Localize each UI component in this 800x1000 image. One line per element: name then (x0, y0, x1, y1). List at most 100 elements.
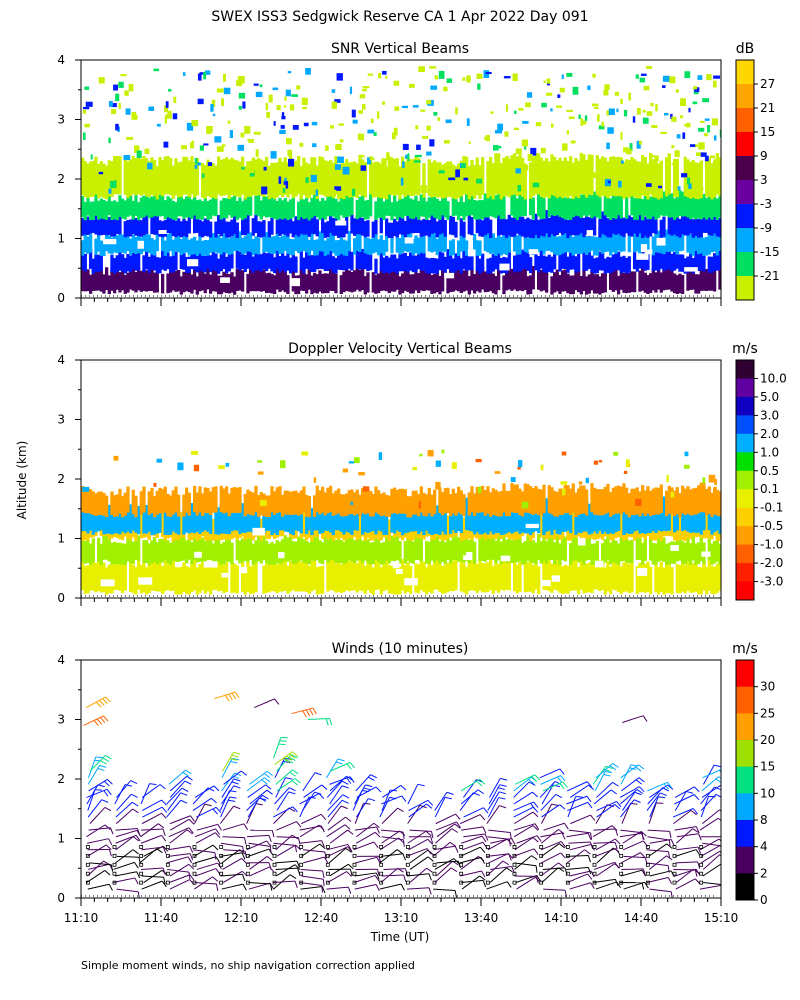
heatmap-cell (193, 558, 197, 591)
heatmap-speckle (276, 105, 281, 111)
heatmap-cell (382, 164, 386, 199)
heatmap-cell (265, 196, 269, 218)
heatmap-cell (505, 156, 509, 196)
heatmap-cell (571, 558, 575, 591)
heatmap-cell (225, 221, 229, 238)
heatmap-cell (369, 563, 373, 593)
wind-barb (434, 867, 458, 883)
wind-barb (592, 825, 618, 838)
heatmap-cell (254, 212, 258, 234)
heatmap-speckle (278, 176, 282, 184)
heatmap-cell (457, 499, 461, 532)
wind-barb (541, 867, 565, 883)
wind-barb (543, 822, 569, 831)
data-gap (637, 567, 648, 576)
heatmap-cell (251, 218, 255, 236)
heatmap-cell (566, 565, 570, 594)
heatmap-cell (262, 161, 266, 197)
colorbar-label: 2.0 (760, 427, 779, 441)
heatmap-cell (121, 496, 125, 518)
heatmap-speckle (418, 66, 425, 72)
wind-barb (192, 797, 217, 811)
heatmap-cell (118, 156, 122, 195)
heatmap-cell (617, 251, 621, 271)
heatmap-cell (235, 160, 239, 197)
heatmap-speckle (503, 76, 511, 79)
wind-barb (326, 758, 345, 779)
heatmap-cell (142, 232, 146, 252)
heatmap-cell (694, 227, 698, 251)
heatmap-speckle (202, 173, 205, 178)
heatmap-speckle (527, 153, 533, 162)
calm-marker (405, 845, 410, 849)
y-tick-label: 2 (57, 472, 65, 486)
heatmap-cell (161, 538, 165, 563)
heatmap-cell (505, 219, 509, 238)
wind-barb (463, 779, 484, 798)
heatmap-cell (190, 249, 194, 270)
heatmap-cell (347, 194, 351, 217)
heatmap-cell (433, 160, 437, 197)
heatmap-cell (670, 507, 674, 537)
heatmap-cell (502, 233, 506, 254)
heatmap-cell (425, 201, 429, 220)
heatmap-cell (649, 273, 653, 294)
heatmap-cell (217, 507, 221, 535)
heatmap-cell (345, 558, 349, 591)
heatmap-cell (227, 493, 231, 517)
heatmap-cell (94, 562, 98, 593)
heatmap-cell (569, 543, 573, 565)
calm-marker (699, 880, 704, 885)
wind-barb (516, 835, 542, 844)
heatmap-speckle (84, 123, 90, 128)
heatmap-cell (507, 490, 511, 517)
heatmap-speckle (674, 150, 680, 158)
heatmap-cell (270, 273, 274, 294)
heatmap-cell (515, 235, 519, 255)
wind-barb (409, 856, 434, 870)
heatmap-cell (275, 266, 279, 290)
heatmap-cell (587, 503, 591, 535)
heatmap-cell (209, 534, 213, 561)
heatmap-cell (438, 231, 442, 252)
heatmap-cell (326, 499, 330, 532)
heatmap-cell (563, 248, 567, 269)
heatmap-cell (561, 248, 565, 269)
heatmap-speckle (194, 164, 198, 169)
calm-marker (379, 871, 384, 876)
wind-barb (140, 834, 167, 844)
wind-barb (460, 856, 485, 870)
y-tick-label: 3 (57, 113, 65, 127)
wind-barb (514, 774, 540, 785)
heatmap-cell (102, 216, 106, 235)
heatmap-cell (651, 191, 655, 217)
heatmap-speckle (463, 177, 469, 181)
wind-barb (674, 786, 700, 798)
heatmap-cell (227, 165, 231, 199)
heatmap-cell (291, 239, 295, 256)
heatmap-cell (217, 258, 221, 274)
heatmap-cell (278, 256, 282, 273)
heatmap-cell (694, 197, 698, 220)
heatmap-cell (147, 501, 151, 532)
calm-marker (325, 845, 330, 849)
heatmap-cell (145, 214, 149, 234)
wind-barb (196, 862, 222, 870)
heatmap-speckle (400, 177, 404, 186)
heatmap-cell (619, 510, 623, 538)
heatmap-speckle (598, 460, 603, 463)
heatmap-speckle (434, 75, 438, 80)
heatmap-speckle (657, 175, 662, 180)
heatmap-cell (697, 218, 701, 238)
heatmap-cell (171, 490, 175, 515)
heatmap-cell (163, 252, 167, 271)
heatmap-cell (558, 253, 562, 272)
colorbar-swatch (736, 132, 754, 157)
heatmap-cell (547, 560, 551, 592)
heatmap-speckle (265, 103, 269, 111)
heatmap-cell (158, 157, 162, 195)
heatmap-cell (209, 221, 213, 238)
heatmap-cell (326, 273, 330, 294)
heatmap-speckle (206, 125, 213, 133)
